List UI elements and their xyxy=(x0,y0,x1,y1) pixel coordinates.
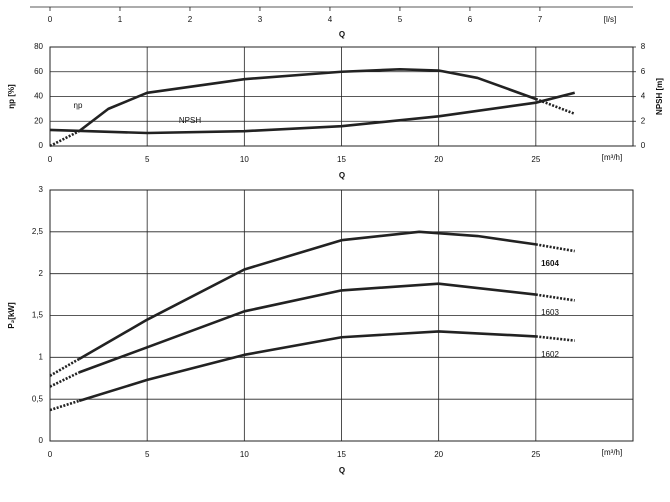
x-tick-label: 0 xyxy=(48,450,53,459)
series-label: 1603 xyxy=(541,308,559,317)
curve xyxy=(78,67,537,133)
y-axis-label: P₂[kW] xyxy=(7,302,16,329)
x-unit: [m³/h] xyxy=(602,448,622,457)
curve-extrapolated xyxy=(535,293,575,302)
x-tick-label: 2 xyxy=(188,15,193,24)
y2-tick-label: 8 xyxy=(641,42,646,51)
x-tick-label: 5 xyxy=(145,450,150,459)
x-tick-label: 0 xyxy=(48,15,53,24)
y2-axis-label: NPSH [m] xyxy=(655,78,664,115)
curve xyxy=(78,230,537,361)
x-unit: [l/s] xyxy=(604,15,616,24)
y2-tick-label: 2 xyxy=(641,116,646,125)
curve-extrapolated xyxy=(535,335,575,342)
y2-tick-label: 0 xyxy=(641,141,646,150)
y-tick-label: 20 xyxy=(34,116,43,125)
x-tick-label: 10 xyxy=(240,155,249,164)
x-tick-label: 20 xyxy=(434,450,443,459)
y-tick-label: 3 xyxy=(39,185,44,194)
x-tick-label: 15 xyxy=(337,450,346,459)
x-tick-label: 6 xyxy=(468,15,473,24)
y-tick-label: 40 xyxy=(34,92,43,101)
y-tick-label: 80 xyxy=(34,42,43,51)
y-tick-label: 2,5 xyxy=(32,227,44,236)
x-tick-label: 1 xyxy=(118,15,123,24)
y-tick-label: 60 xyxy=(34,67,43,76)
curve-extrapolated xyxy=(49,129,80,148)
y-axis-label: ηp [%] xyxy=(7,84,16,109)
x-axis-label: Q xyxy=(339,30,345,39)
y2-tick-label: 6 xyxy=(641,67,646,76)
y-tick-label: 1,5 xyxy=(32,311,44,320)
curve-extrapolated xyxy=(49,357,80,377)
x-tick-label: 25 xyxy=(531,450,540,459)
x-axis-label: Q xyxy=(339,171,345,180)
x-tick-label: 0 xyxy=(48,155,53,164)
series-label: 1602 xyxy=(541,350,559,359)
x-tick-label: 20 xyxy=(434,155,443,164)
curve xyxy=(78,330,536,403)
curve-extrapolated xyxy=(49,399,80,412)
x-tick-label: 10 xyxy=(240,450,249,459)
y-tick-label: 0 xyxy=(39,141,44,150)
series-label: ηp xyxy=(74,101,83,110)
x-tick-label: 5 xyxy=(398,15,403,24)
y-tick-label: 0 xyxy=(39,436,44,445)
y-tick-label: 2 xyxy=(39,269,44,278)
y-tick-label: 0,5 xyxy=(32,394,44,403)
x-tick-label: 15 xyxy=(337,155,346,164)
x-axis-label: Q xyxy=(339,466,345,475)
y-tick-label: 1 xyxy=(39,352,44,361)
curve xyxy=(78,282,536,374)
x-unit: [m³/h] xyxy=(602,153,622,162)
x-tick-label: 4 xyxy=(328,15,333,24)
y2-tick-label: 4 xyxy=(641,92,646,101)
x-tick-label: 5 xyxy=(145,155,150,164)
x-tick-label: 25 xyxy=(531,155,540,164)
x-tick-label: 7 xyxy=(538,15,543,24)
curve-extrapolated xyxy=(49,371,80,388)
curve xyxy=(49,91,576,135)
x-tick-label: 3 xyxy=(258,15,263,24)
curve-extrapolated xyxy=(535,243,575,253)
series-label: NPSH xyxy=(179,116,201,125)
series-label: 1604 xyxy=(541,259,559,268)
